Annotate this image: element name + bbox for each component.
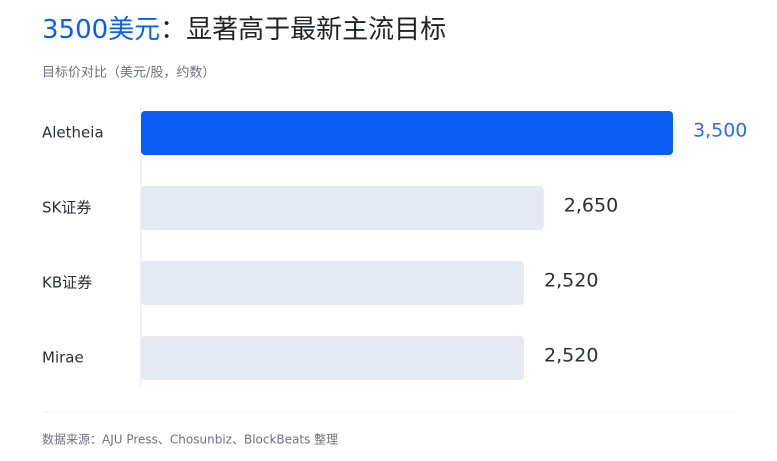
bar (141, 111, 673, 155)
bar (141, 186, 544, 230)
value-label: 2,520 (544, 345, 598, 367)
value-label: 2,520 (544, 270, 598, 292)
bar (141, 261, 525, 305)
category-label: KB证券 (42, 274, 92, 292)
category-label: Aletheia (42, 124, 104, 142)
value-label: 2,650 (564, 195, 618, 217)
subtitle: 目标价对比（美元/股，约数） (42, 66, 215, 81)
value-label: 3,500 (693, 120, 747, 142)
title-highlight: 3500美元 (42, 15, 160, 45)
chart-title: 3500美元：显著高于最新主流目标 (42, 15, 446, 45)
category-label: SK证券 (42, 199, 91, 217)
bar (141, 336, 525, 380)
title-text: ：显著高于最新主流目标 (160, 15, 446, 45)
category-label: Mirae (42, 349, 84, 367)
source-note: 数据来源：AJU Press、Chosunbiz、BlockBeats 整理 (42, 432, 338, 447)
